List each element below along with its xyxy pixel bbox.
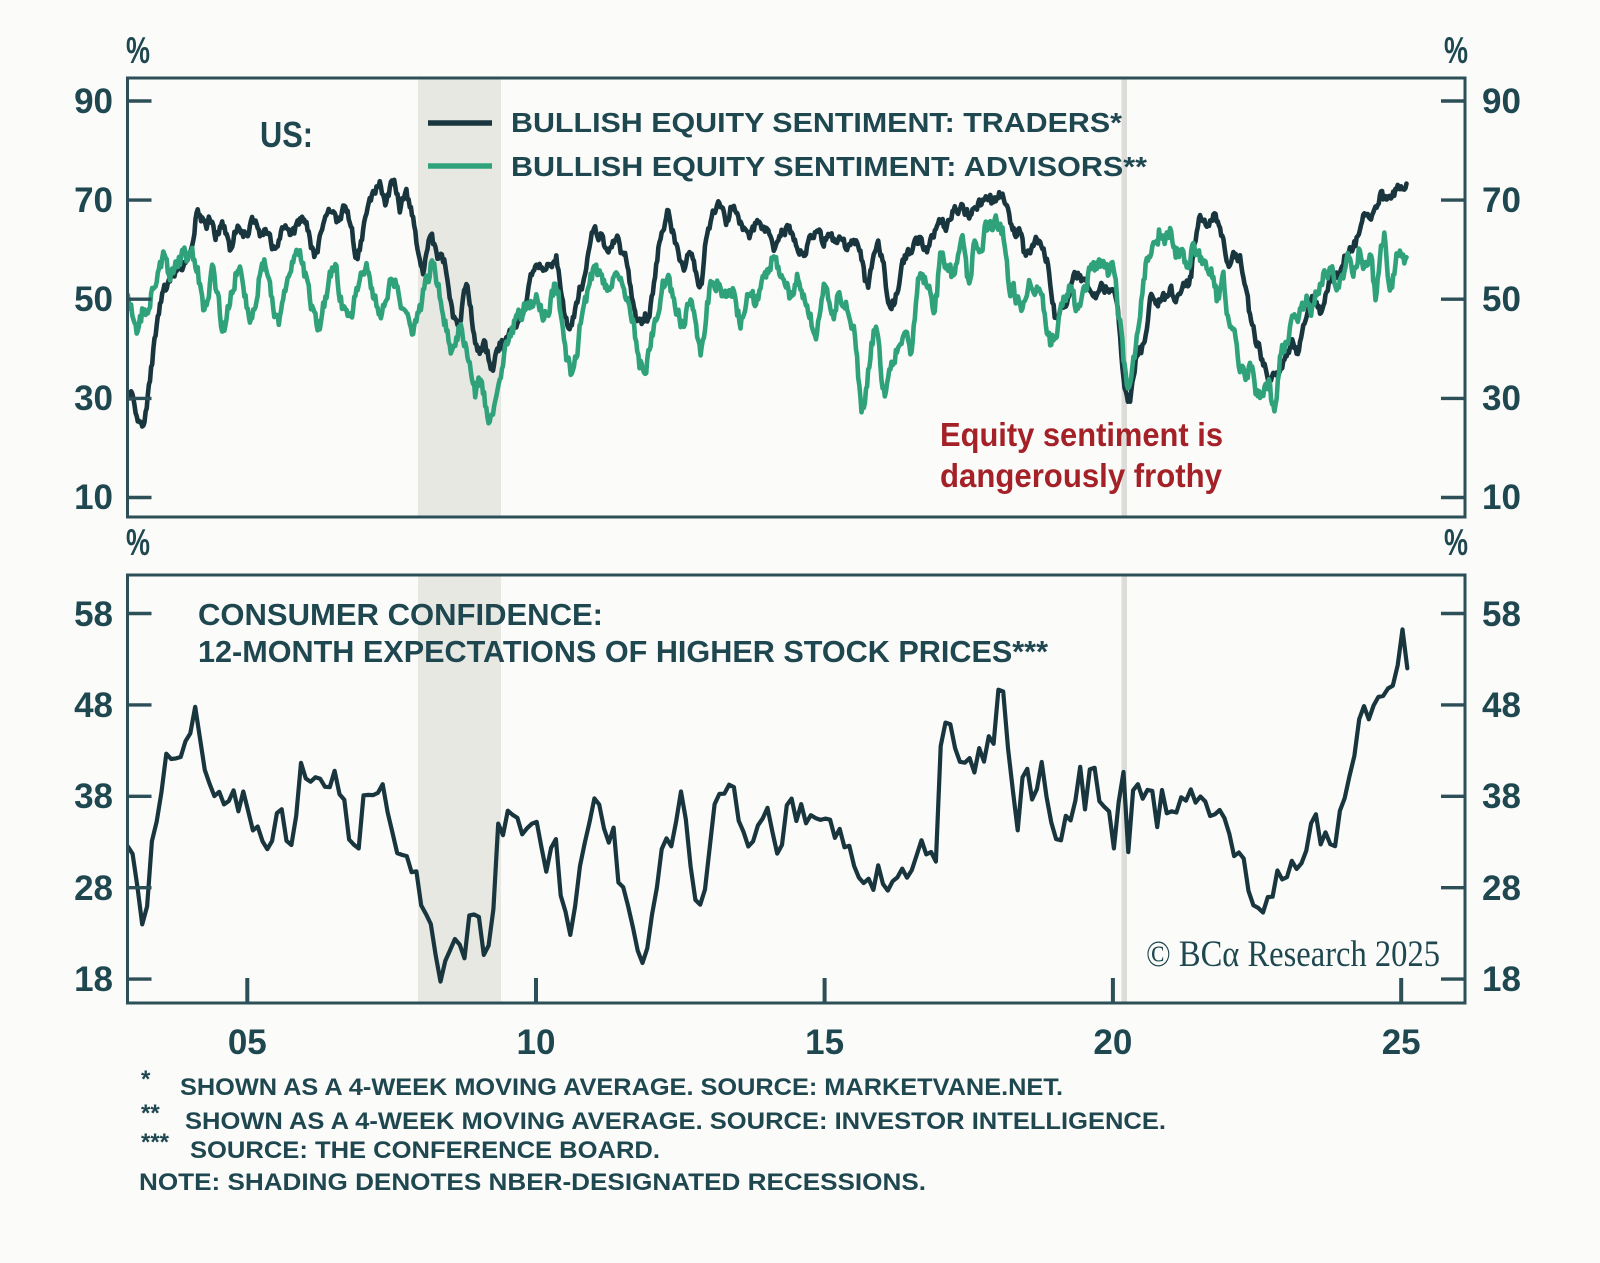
svg-text:50: 50: [1482, 280, 1521, 319]
svg-text:%: %: [126, 522, 150, 563]
svg-text:*: *: [141, 1066, 151, 1093]
svg-text:10: 10: [1482, 478, 1521, 517]
svg-text:70: 70: [1482, 181, 1521, 220]
svg-text:BULLISH EQUITY SENTIMENT: ADVI: BULLISH EQUITY SENTIMENT: ADVISORS**: [511, 151, 1147, 182]
svg-text:15: 15: [805, 1023, 844, 1062]
svg-text:18: 18: [1482, 960, 1521, 999]
svg-text:SHOWN AS A 4-WEEK MOVING AVERA: SHOWN AS A 4-WEEK MOVING AVERAGE. SOURCE…: [180, 1074, 1063, 1101]
svg-text:20: 20: [1093, 1023, 1132, 1062]
svg-text:Equity sentiment is: Equity sentiment is: [940, 416, 1223, 453]
svg-text:NOTE: SHADING DENOTES NBER-DES: NOTE: SHADING DENOTES NBER-DESIGNATED RE…: [139, 1169, 926, 1196]
svg-text:58: 58: [74, 595, 113, 634]
svg-text:***: ***: [141, 1129, 170, 1156]
svg-text:**: **: [141, 1100, 160, 1127]
svg-text:90: 90: [74, 82, 113, 121]
svg-text:CONSUMER CONFIDENCE:: CONSUMER CONFIDENCE:: [198, 598, 603, 632]
svg-text:30: 30: [74, 379, 113, 418]
svg-text:28: 28: [74, 869, 113, 908]
svg-text:50: 50: [74, 280, 113, 319]
svg-text:© BCα Research 2025: © BCα Research 2025: [1146, 934, 1440, 975]
svg-text:05: 05: [228, 1023, 267, 1062]
svg-text:10: 10: [517, 1023, 556, 1062]
svg-text:12-MONTH EXPECTATIONS OF HIGHE: 12-MONTH EXPECTATIONS OF HIGHER STOCK PR…: [198, 635, 1048, 669]
svg-text:28: 28: [1482, 869, 1521, 908]
svg-text:%: %: [1444, 30, 1468, 71]
svg-text:%: %: [1444, 522, 1468, 563]
svg-text:BULLISH EQUITY SENTIMENT: TRAD: BULLISH EQUITY SENTIMENT: TRADERS*: [511, 107, 1122, 138]
svg-text:%: %: [126, 30, 150, 71]
svg-text:US:: US:: [260, 114, 313, 155]
svg-text:48: 48: [1482, 686, 1521, 725]
svg-text:dangerously frothy: dangerously frothy: [940, 457, 1223, 494]
svg-text:18: 18: [74, 960, 113, 999]
svg-text:38: 38: [74, 777, 113, 816]
svg-text:25: 25: [1382, 1023, 1421, 1062]
svg-text:10: 10: [74, 478, 113, 517]
svg-text:SOURCE: THE CONFERENCE BOARD.: SOURCE: THE CONFERENCE BOARD.: [190, 1137, 660, 1164]
svg-text:38: 38: [1482, 777, 1521, 816]
svg-text:90: 90: [1482, 82, 1521, 121]
svg-text:48: 48: [74, 686, 113, 725]
svg-text:58: 58: [1482, 595, 1521, 634]
svg-text:SHOWN AS A 4-WEEK MOVING AVERA: SHOWN AS A 4-WEEK MOVING AVERAGE. SOURCE…: [185, 1108, 1166, 1135]
svg-text:70: 70: [74, 181, 113, 220]
svg-text:30: 30: [1482, 379, 1521, 418]
